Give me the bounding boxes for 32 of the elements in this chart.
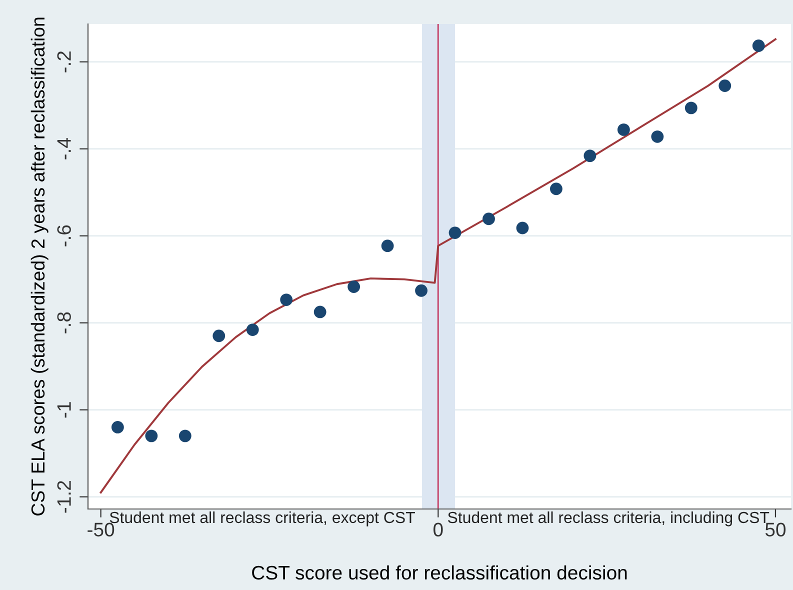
point (348, 280, 360, 293)
x-tick-label: -50 (88, 522, 114, 536)
point (381, 240, 394, 252)
point (246, 324, 259, 336)
point (550, 182, 562, 196)
y-tick-label: -1.2 (57, 481, 71, 513)
line-series (100, 38, 776, 494)
x-tick-label: 0 (434, 522, 443, 536)
x-tick-label: 50 (765, 522, 786, 536)
point (718, 80, 732, 92)
point (482, 212, 495, 226)
point (448, 226, 462, 239)
point (584, 150, 596, 162)
y-tick-label: -.8 (57, 312, 71, 334)
point (314, 306, 326, 318)
point (516, 222, 529, 234)
point (752, 40, 765, 52)
point (178, 430, 192, 442)
y-axis-title: CST ELA scores (standardized) 2 years after reclassification (30, 18, 48, 516)
point (415, 284, 428, 297)
point (617, 123, 630, 136)
y-tick-label: -.4 (57, 138, 71, 160)
point (111, 421, 124, 434)
point (212, 330, 226, 342)
point (145, 430, 158, 442)
y-tick-label: -.2 (57, 51, 71, 72)
point (651, 130, 664, 143)
x-axis-title: CST score used for reclassification decision (252, 565, 627, 580)
point (684, 102, 698, 114)
y-tick-label: -.6 (57, 225, 71, 246)
y-tick-label: -1 (57, 402, 71, 418)
point (280, 294, 293, 306)
